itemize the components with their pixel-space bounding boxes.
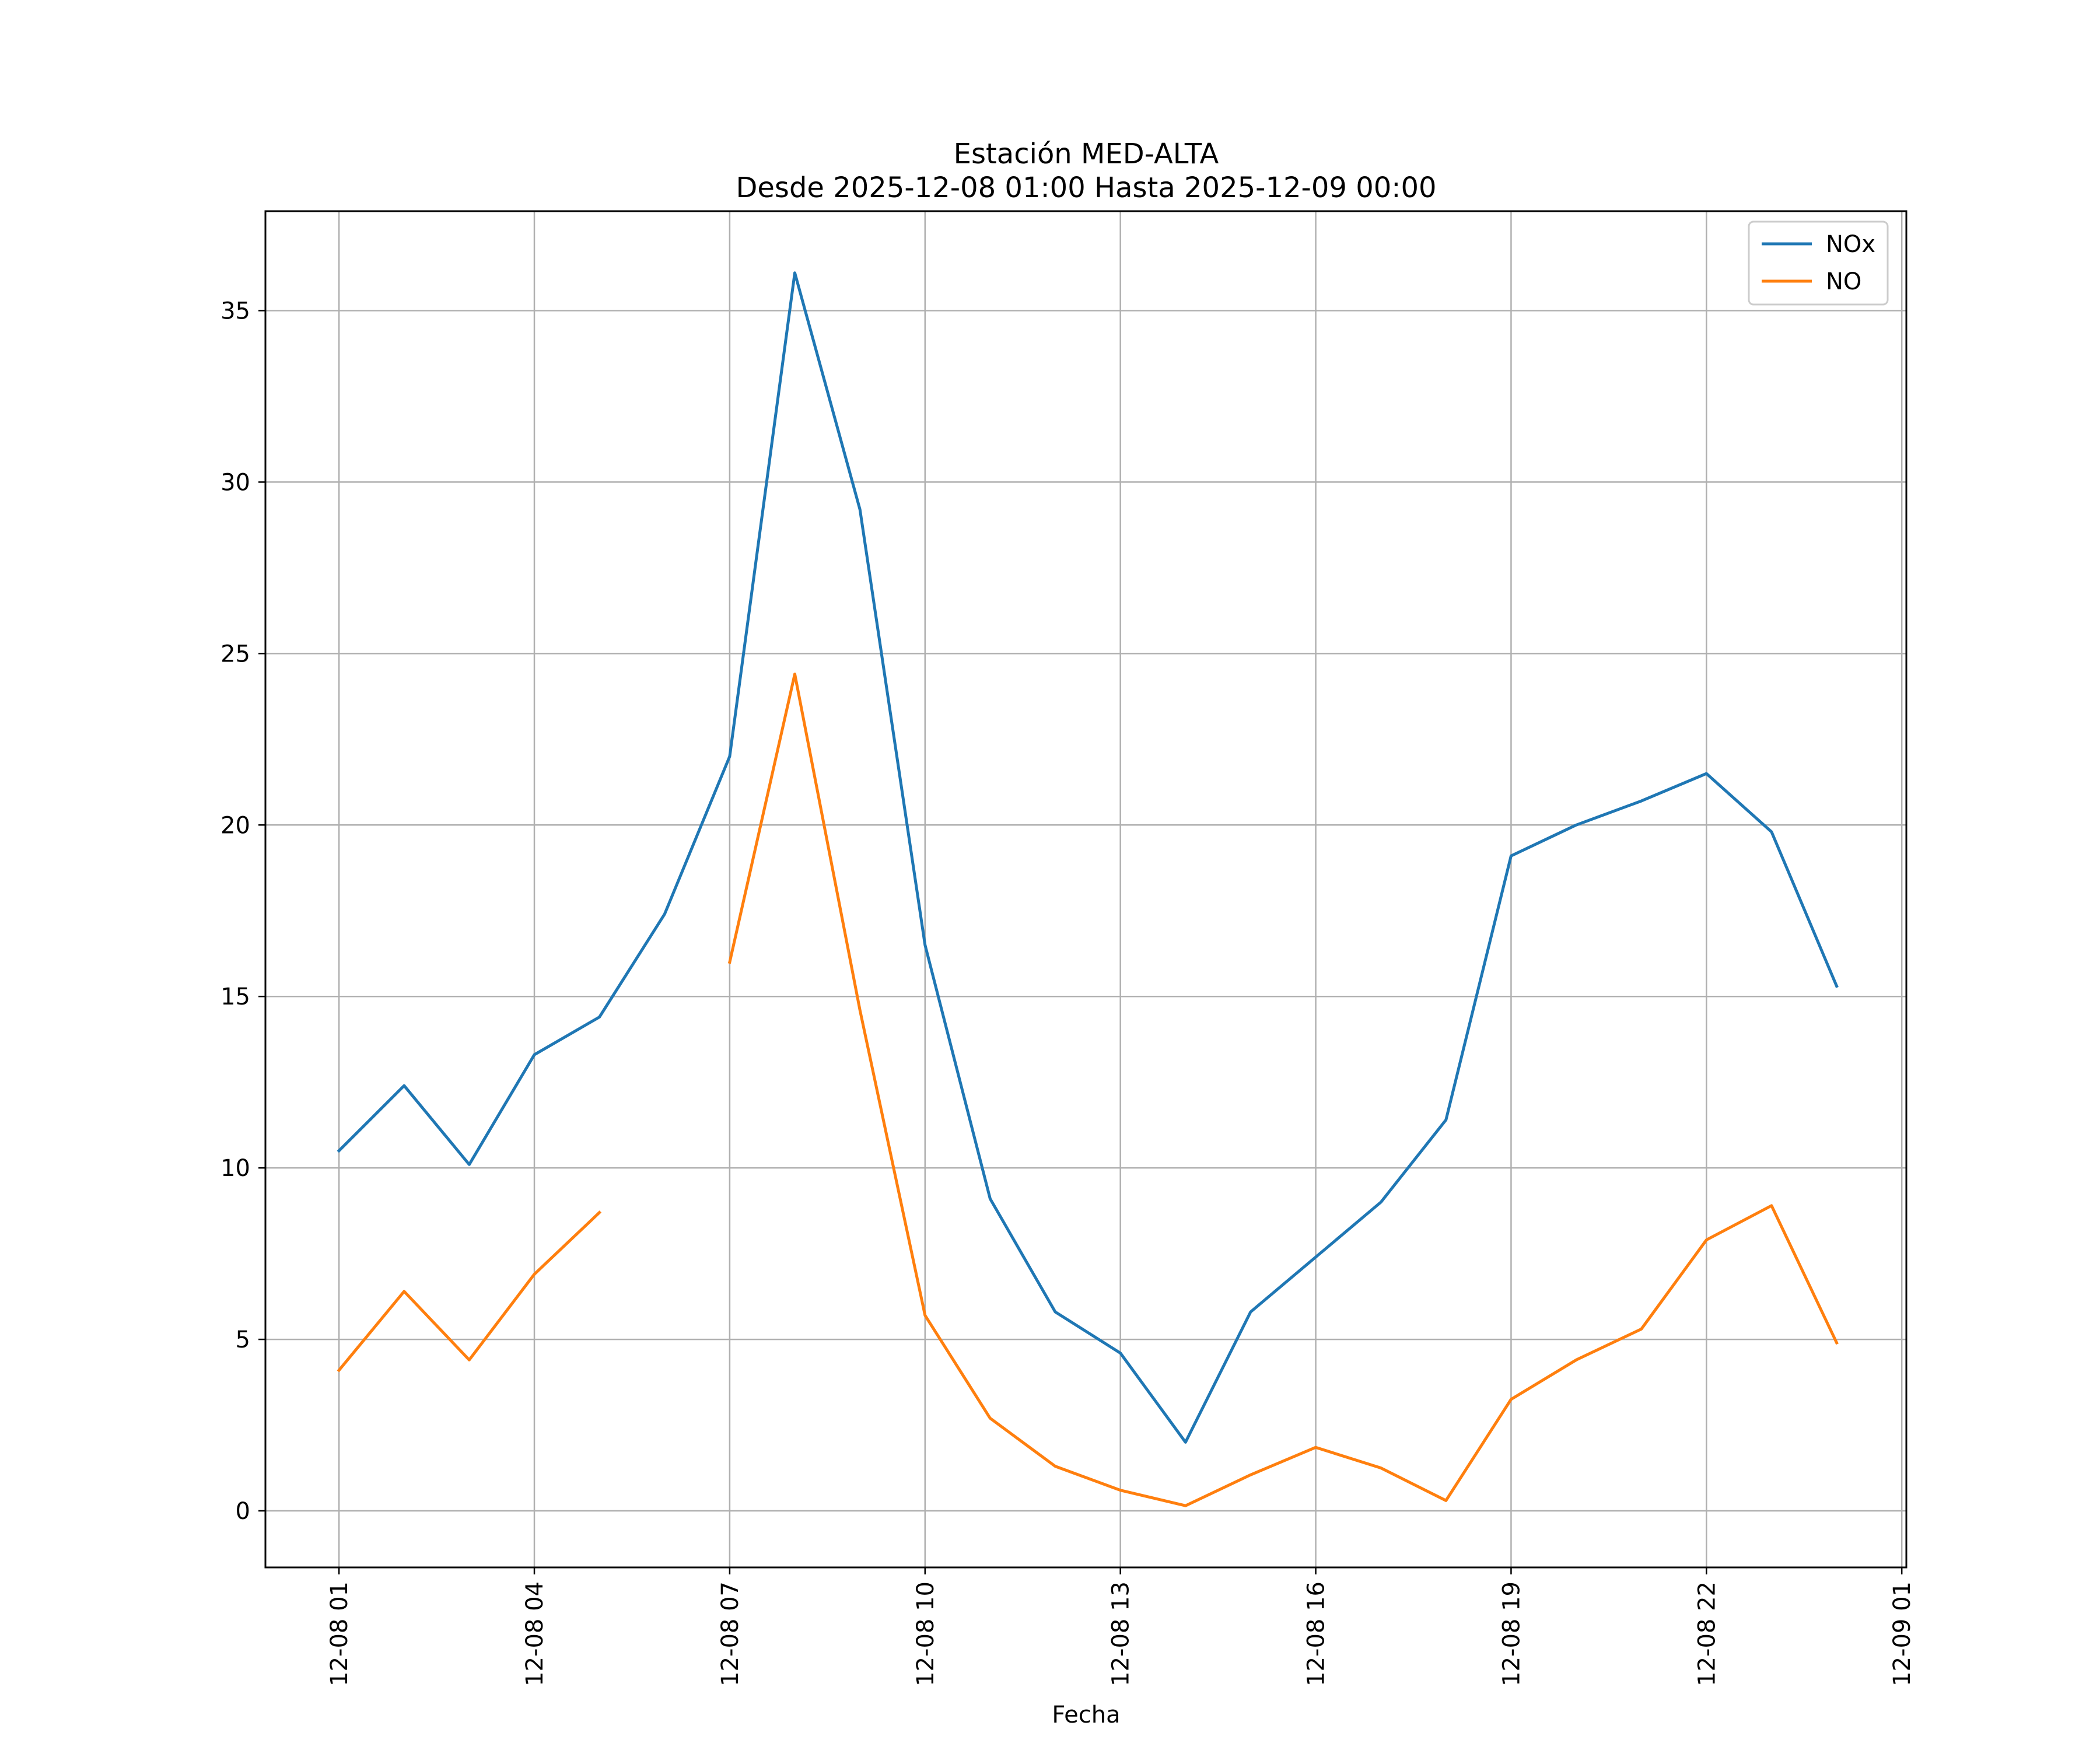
x-tick-label: 12-08 10 [912,1581,939,1686]
y-axis: 0 5 10 15 20 25 30 35 [220,298,265,1525]
x-tick-label: 12-08 13 [1108,1581,1135,1686]
plot-frame [264,210,1908,1569]
series-line-nox [337,271,1839,1444]
y-tick-label: 25 [220,640,250,667]
x-tick-label: 12-08 22 [1693,1581,1720,1686]
y-tick-label: 10 [220,1155,250,1182]
x-tick-label: 12-08 16 [1303,1581,1330,1686]
legend-label-no: NO [1826,268,1861,295]
x-tick-label: 12-09 01 [1889,1581,1916,1686]
x-tick-label: 12-08 19 [1498,1581,1525,1686]
series-line-no [337,673,1839,1507]
y-tick-label: 0 [236,1498,250,1525]
x-tick-label: 12-08 07 [717,1581,744,1686]
legend-label-nox: NOx [1826,231,1875,258]
y-tick-label: 30 [220,469,250,496]
grid-lines [265,211,1906,1567]
y-tick-label: 5 [236,1326,250,1353]
y-tick-label: 35 [220,298,250,324]
series-lines [337,271,1839,1507]
chart-title: Estación MED-ALTA [954,138,1219,170]
legend: NOx NO [1748,220,1889,306]
chart-subtitle: Desde 2025-12-08 01:00 Hasta 2025-12-09 … [736,172,1436,204]
x-axis-label: Fecha [1052,1702,1120,1728]
x-tick-label: 12-08 04 [522,1581,548,1686]
x-tick-label: 12-08 01 [326,1581,353,1686]
x-axis: 12-08 01 12-08 04 12-08 07 12-08 10 12-08 13… [326,1567,1916,1686]
y-tick-label: 20 [220,812,250,839]
y-tick-label: 15 [220,984,250,1010]
